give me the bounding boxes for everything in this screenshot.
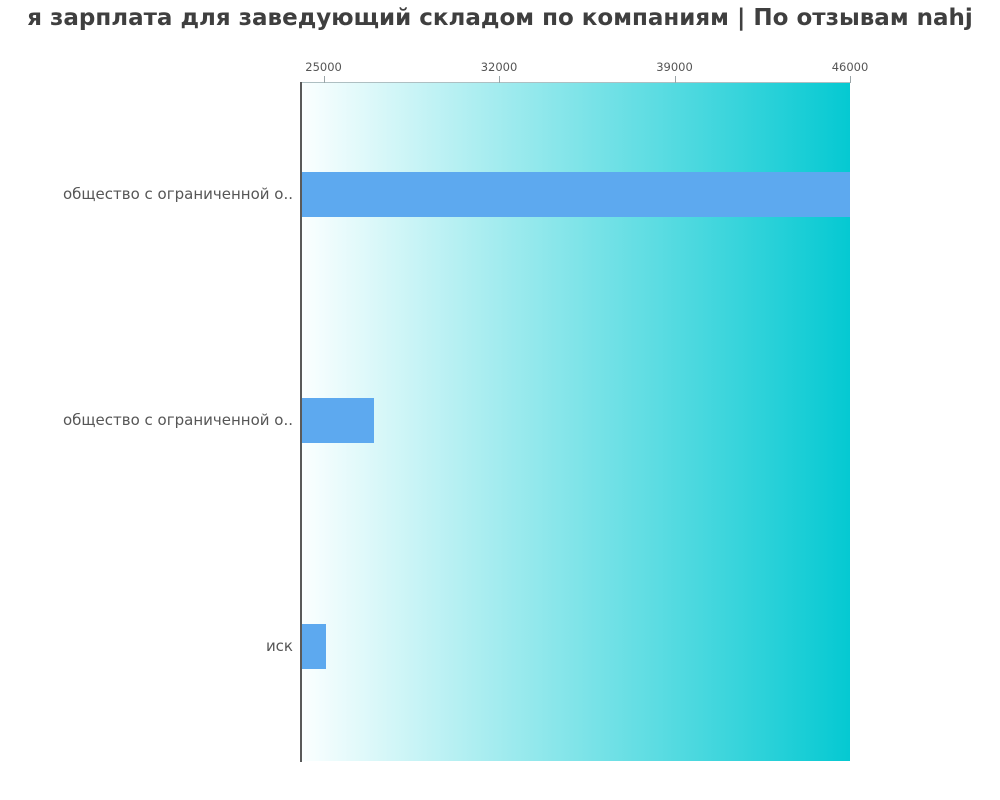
- bar: [302, 172, 850, 217]
- category-label: общество с ограниченной о..: [62, 185, 293, 203]
- bar: [302, 398, 374, 443]
- bar: [302, 624, 326, 669]
- x-tick-mark: [324, 76, 325, 83]
- x-tick-label: 39000: [656, 60, 693, 74]
- chart-title: я зарплата для заведующий складом по ком…: [27, 5, 973, 31]
- x-tick-mark: [675, 76, 676, 83]
- category-label: общество с ограниченной о..: [62, 411, 293, 429]
- category-label: иск: [265, 637, 293, 655]
- x-axis-line: [301, 82, 850, 83]
- x-tick-label: 32000: [480, 60, 518, 74]
- x-tick-label: 25000: [305, 60, 342, 74]
- y-axis-line: [300, 82, 302, 762]
- x-tick-mark: [850, 76, 851, 83]
- x-tick-mark: [499, 76, 500, 83]
- x-tick-label: 46000: [831, 60, 869, 74]
